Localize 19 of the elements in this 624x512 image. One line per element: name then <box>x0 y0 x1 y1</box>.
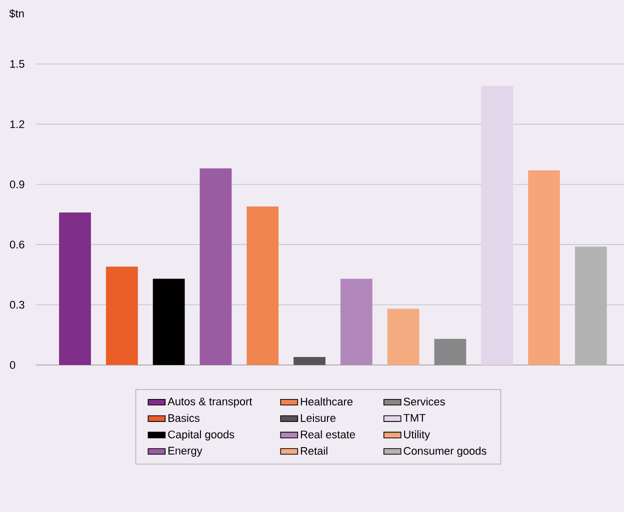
y-tick-label: 0.3 <box>10 300 24 309</box>
legend-label: Consumer goods <box>404 446 486 457</box>
y-tick-label: 0.9 <box>10 180 24 188</box>
legend-label: Leisure <box>300 414 336 422</box>
legend-label: Utility <box>404 430 430 441</box>
y-tick-label: 0 <box>10 361 16 369</box>
y-tick-label: 0.6 <box>10 240 24 248</box>
legend-label: Energy <box>168 446 202 457</box>
legend-label: Capital goods <box>168 430 234 441</box>
legend-label: Services <box>404 397 445 406</box>
legend-label: Healthcare <box>300 397 353 406</box>
legend-label: Real estate <box>300 430 355 438</box>
legend-label: Basics <box>168 414 200 422</box>
y-axis-title: $tn <box>9 9 24 18</box>
y-tick-label: 1.5 <box>10 60 24 68</box>
legend-label: Retail <box>300 446 328 455</box>
legend-label: TMT <box>404 414 426 422</box>
legend-label: Autos & transport <box>168 398 252 408</box>
y-tick-label: 1.2 <box>10 120 24 128</box>
